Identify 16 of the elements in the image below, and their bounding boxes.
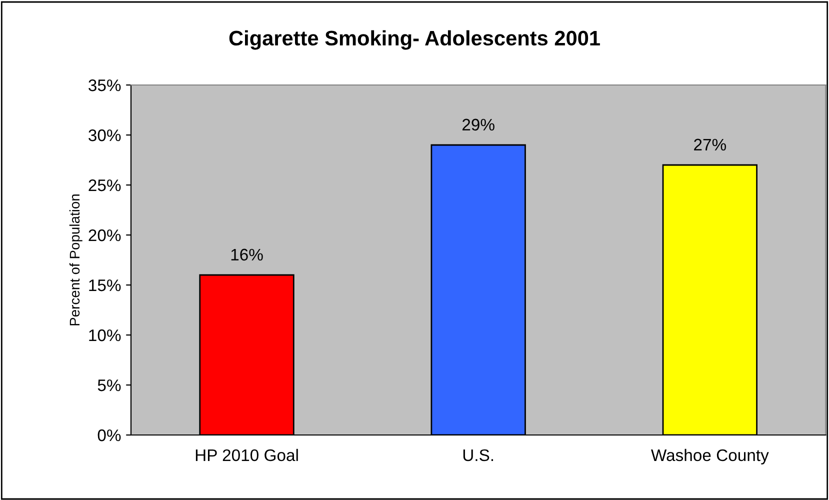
y-tick-label: 30% <box>88 129 121 142</box>
x-tick-label: U.S. <box>463 449 494 462</box>
chart-title: Cigarette Smoking- Adolescents 2001 <box>229 30 600 50</box>
y-axis-title: Percent of Population <box>69 194 82 326</box>
x-tick-label: Washoe County <box>651 448 769 464</box>
y-tick-label: 10% <box>89 329 121 342</box>
y-tick-label: 15% <box>89 279 121 292</box>
data-label: 27% <box>694 138 726 151</box>
data-label: 16% <box>231 248 263 261</box>
y-tick-label: 35% <box>88 79 121 92</box>
y-tick-label: 25% <box>88 179 121 192</box>
data-label: 29% <box>462 118 494 131</box>
y-tick-label: 20% <box>88 229 121 242</box>
y-tick-label: 0% <box>98 429 121 442</box>
x-tick-label: HP 2010 Goal <box>196 448 298 462</box>
y-tick-label: 5% <box>98 379 121 392</box>
